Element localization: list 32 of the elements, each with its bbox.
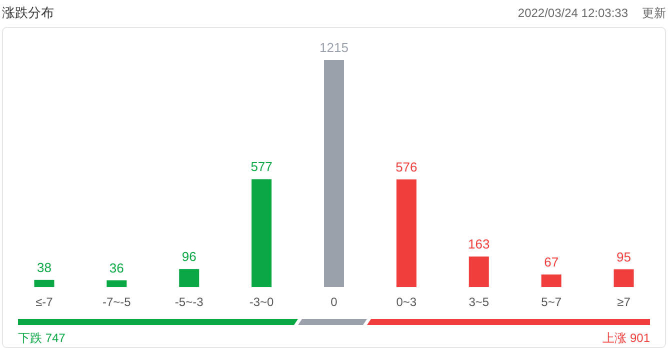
text: 下跌 747 bbox=[18, 331, 66, 345]
data-label: 67 bbox=[544, 254, 559, 270]
bar bbox=[106, 280, 127, 287]
bar bbox=[614, 269, 634, 287]
bar bbox=[396, 179, 416, 287]
x-tick-label: -7~-5 bbox=[102, 295, 132, 309]
data-label: 577 bbox=[250, 159, 272, 174]
x-tick-label: -3~0 bbox=[249, 295, 274, 309]
x-tick-label: -5~-3 bbox=[174, 295, 204, 309]
x-tick-label: 5~7 bbox=[541, 295, 562, 309]
data-label: 38 bbox=[36, 260, 52, 275]
text: 2022/03/24 12:03:33 bbox=[518, 6, 628, 20]
data-label: 1215 bbox=[320, 40, 348, 55]
data-label: 576 bbox=[396, 159, 418, 174]
data-label: 163 bbox=[468, 236, 490, 252]
x-tick-label: 0~3 bbox=[396, 295, 417, 309]
bar bbox=[541, 274, 562, 287]
text: 更新 bbox=[642, 6, 666, 20]
text: 上涨 901 bbox=[602, 331, 650, 345]
x-tick-label: 3~5 bbox=[468, 295, 490, 309]
bar bbox=[252, 179, 272, 287]
data-label: 36 bbox=[109, 260, 124, 276]
x-tick-label: ≤-7 bbox=[36, 295, 54, 309]
data-label: 95 bbox=[616, 249, 632, 264]
bar bbox=[179, 269, 200, 287]
x-tick-label: 0 bbox=[330, 295, 338, 309]
chart-title: 涨跌分布 bbox=[2, 5, 54, 20]
bar bbox=[324, 60, 344, 287]
bar bbox=[34, 280, 54, 287]
data-label: 96 bbox=[182, 249, 196, 264]
bar bbox=[468, 256, 489, 287]
x-tick-label: ≥7 bbox=[617, 295, 631, 309]
